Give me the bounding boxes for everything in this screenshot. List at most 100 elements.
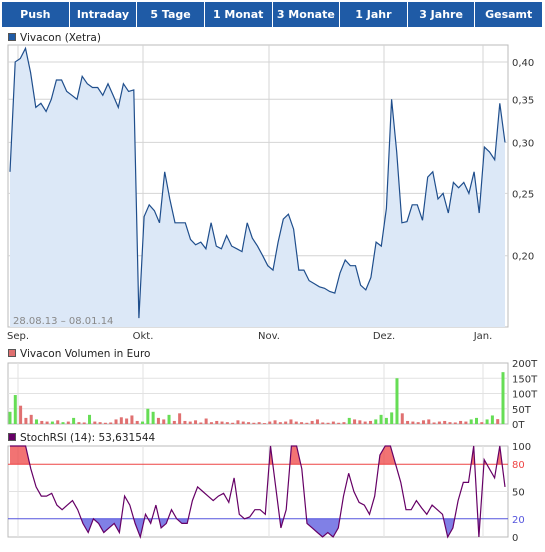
volume-bar bbox=[305, 422, 309, 424]
volume-bar bbox=[178, 413, 182, 424]
volume-bar bbox=[459, 420, 463, 424]
volume-bar bbox=[146, 408, 150, 424]
volume-legend-swatch bbox=[8, 349, 16, 357]
volume-bar bbox=[141, 421, 145, 424]
volume-bar bbox=[135, 420, 139, 424]
price-y-tick-label: 0,40 bbox=[512, 58, 534, 69]
price-x-tick-label: Okt. bbox=[133, 331, 154, 342]
volume-bar bbox=[19, 405, 23, 424]
volume-bar bbox=[29, 414, 33, 424]
volume-bar bbox=[88, 414, 92, 424]
volume-bar bbox=[490, 415, 494, 424]
volume-bar bbox=[247, 422, 251, 424]
volume-bar bbox=[331, 421, 335, 424]
volume-bar bbox=[72, 417, 76, 424]
volume-bar bbox=[453, 422, 457, 424]
volume-bar bbox=[464, 421, 468, 424]
timeframe-tabs: Push Intraday 5 Tage 1 Monat 3 Monate 1 Jahr 3… bbox=[2, 2, 543, 27]
volume-bar bbox=[284, 421, 288, 424]
volume-bar bbox=[406, 420, 410, 424]
volume-bar bbox=[501, 372, 505, 424]
volume-bar bbox=[130, 415, 134, 424]
tab-push[interactable]: Push bbox=[2, 2, 70, 27]
volume-bar bbox=[109, 422, 113, 424]
volume-bar bbox=[300, 422, 304, 424]
tab-1-monat[interactable]: 1 Monat bbox=[204, 2, 273, 27]
volume-bar bbox=[379, 414, 383, 424]
volume-bar bbox=[384, 417, 388, 424]
tab-3-jahre[interactable]: 3 Jahre bbox=[407, 2, 476, 27]
volume-bar bbox=[443, 420, 447, 424]
volume-bar bbox=[347, 417, 351, 424]
price-y-tick-label: 0,25 bbox=[512, 189, 534, 200]
rsi-series-line bbox=[10, 445, 506, 540]
volume-bar bbox=[167, 414, 171, 424]
volume-bar bbox=[13, 395, 17, 424]
volume-bar bbox=[209, 422, 213, 424]
volume-bar bbox=[40, 420, 44, 424]
volume-bar bbox=[416, 422, 420, 424]
volume-bar bbox=[342, 422, 346, 424]
volume-bar bbox=[93, 421, 97, 424]
volume-bar bbox=[310, 420, 314, 424]
tab-1-jahr[interactable]: 1 Jahr bbox=[340, 2, 408, 27]
volume-bar bbox=[241, 421, 245, 424]
volume-bar bbox=[400, 413, 404, 424]
price-date-range-label: 28.08.13 – 08.01.14 bbox=[13, 316, 113, 327]
volume-bar bbox=[172, 420, 176, 424]
volume-bar bbox=[273, 420, 277, 424]
volume-bar bbox=[421, 420, 425, 424]
volume-bar bbox=[374, 419, 378, 424]
volume-bar bbox=[437, 421, 441, 424]
volume-bar bbox=[231, 422, 235, 424]
volume-bar bbox=[225, 422, 229, 424]
volume-bar bbox=[56, 420, 60, 424]
volume-bar bbox=[289, 419, 293, 424]
volume-bar bbox=[114, 419, 118, 424]
volume-bar bbox=[119, 417, 123, 424]
volume-bar bbox=[220, 421, 224, 424]
volume-bar bbox=[215, 420, 219, 424]
volume-bar bbox=[194, 420, 198, 424]
volume-bar bbox=[66, 421, 70, 424]
volume-bar bbox=[353, 419, 357, 424]
volume-bar bbox=[411, 421, 415, 424]
volume-bar bbox=[474, 417, 478, 424]
volume-bar bbox=[45, 421, 49, 424]
volume-bar bbox=[368, 420, 372, 424]
tab-5-tage[interactable]: 5 Tage bbox=[137, 2, 205, 27]
volume-bar bbox=[363, 421, 367, 424]
volume-bar bbox=[162, 419, 166, 424]
volume-bar bbox=[24, 417, 28, 424]
volume-legend-label: Vivacon Volumen in Euro bbox=[20, 348, 151, 360]
volume-bar bbox=[151, 411, 155, 424]
rsi-legend-label: StochRSI (14): 53,631544 bbox=[20, 432, 156, 444]
tab-intraday[interactable]: Intraday bbox=[69, 2, 138, 27]
price-area-fill bbox=[10, 48, 505, 328]
tab-3-monate[interactable]: 3 Monate bbox=[272, 2, 341, 27]
volume-bar bbox=[50, 421, 54, 424]
volume-bar bbox=[125, 418, 129, 424]
volume-bar bbox=[82, 422, 86, 424]
volume-bar bbox=[156, 417, 160, 424]
volume-bar bbox=[199, 422, 203, 424]
volume-bar bbox=[98, 422, 102, 424]
volume-bar bbox=[262, 423, 266, 424]
volume-bar bbox=[268, 421, 272, 424]
price-legend-label: Vivacon (Xetra) bbox=[20, 32, 101, 44]
volume-bar bbox=[432, 422, 436, 424]
volume-bar bbox=[183, 420, 187, 424]
volume-bar bbox=[103, 422, 107, 424]
price-x-tick-label: Dez. bbox=[373, 331, 395, 342]
volume-bar bbox=[485, 419, 489, 424]
volume-bar bbox=[236, 420, 240, 424]
volume-legend: Vivacon Volumen in Euro bbox=[8, 347, 150, 361]
rsi-y-tick-label: 0 bbox=[512, 533, 518, 544]
tab-gesamt[interactable]: Gesamt bbox=[475, 2, 543, 27]
price-x-tick-label: Nov. bbox=[258, 331, 280, 342]
volume-bar bbox=[8, 411, 12, 424]
volume-bar bbox=[358, 420, 362, 424]
volume-bar bbox=[469, 419, 473, 424]
volume-bar bbox=[427, 419, 431, 424]
volume-bar bbox=[390, 412, 394, 424]
